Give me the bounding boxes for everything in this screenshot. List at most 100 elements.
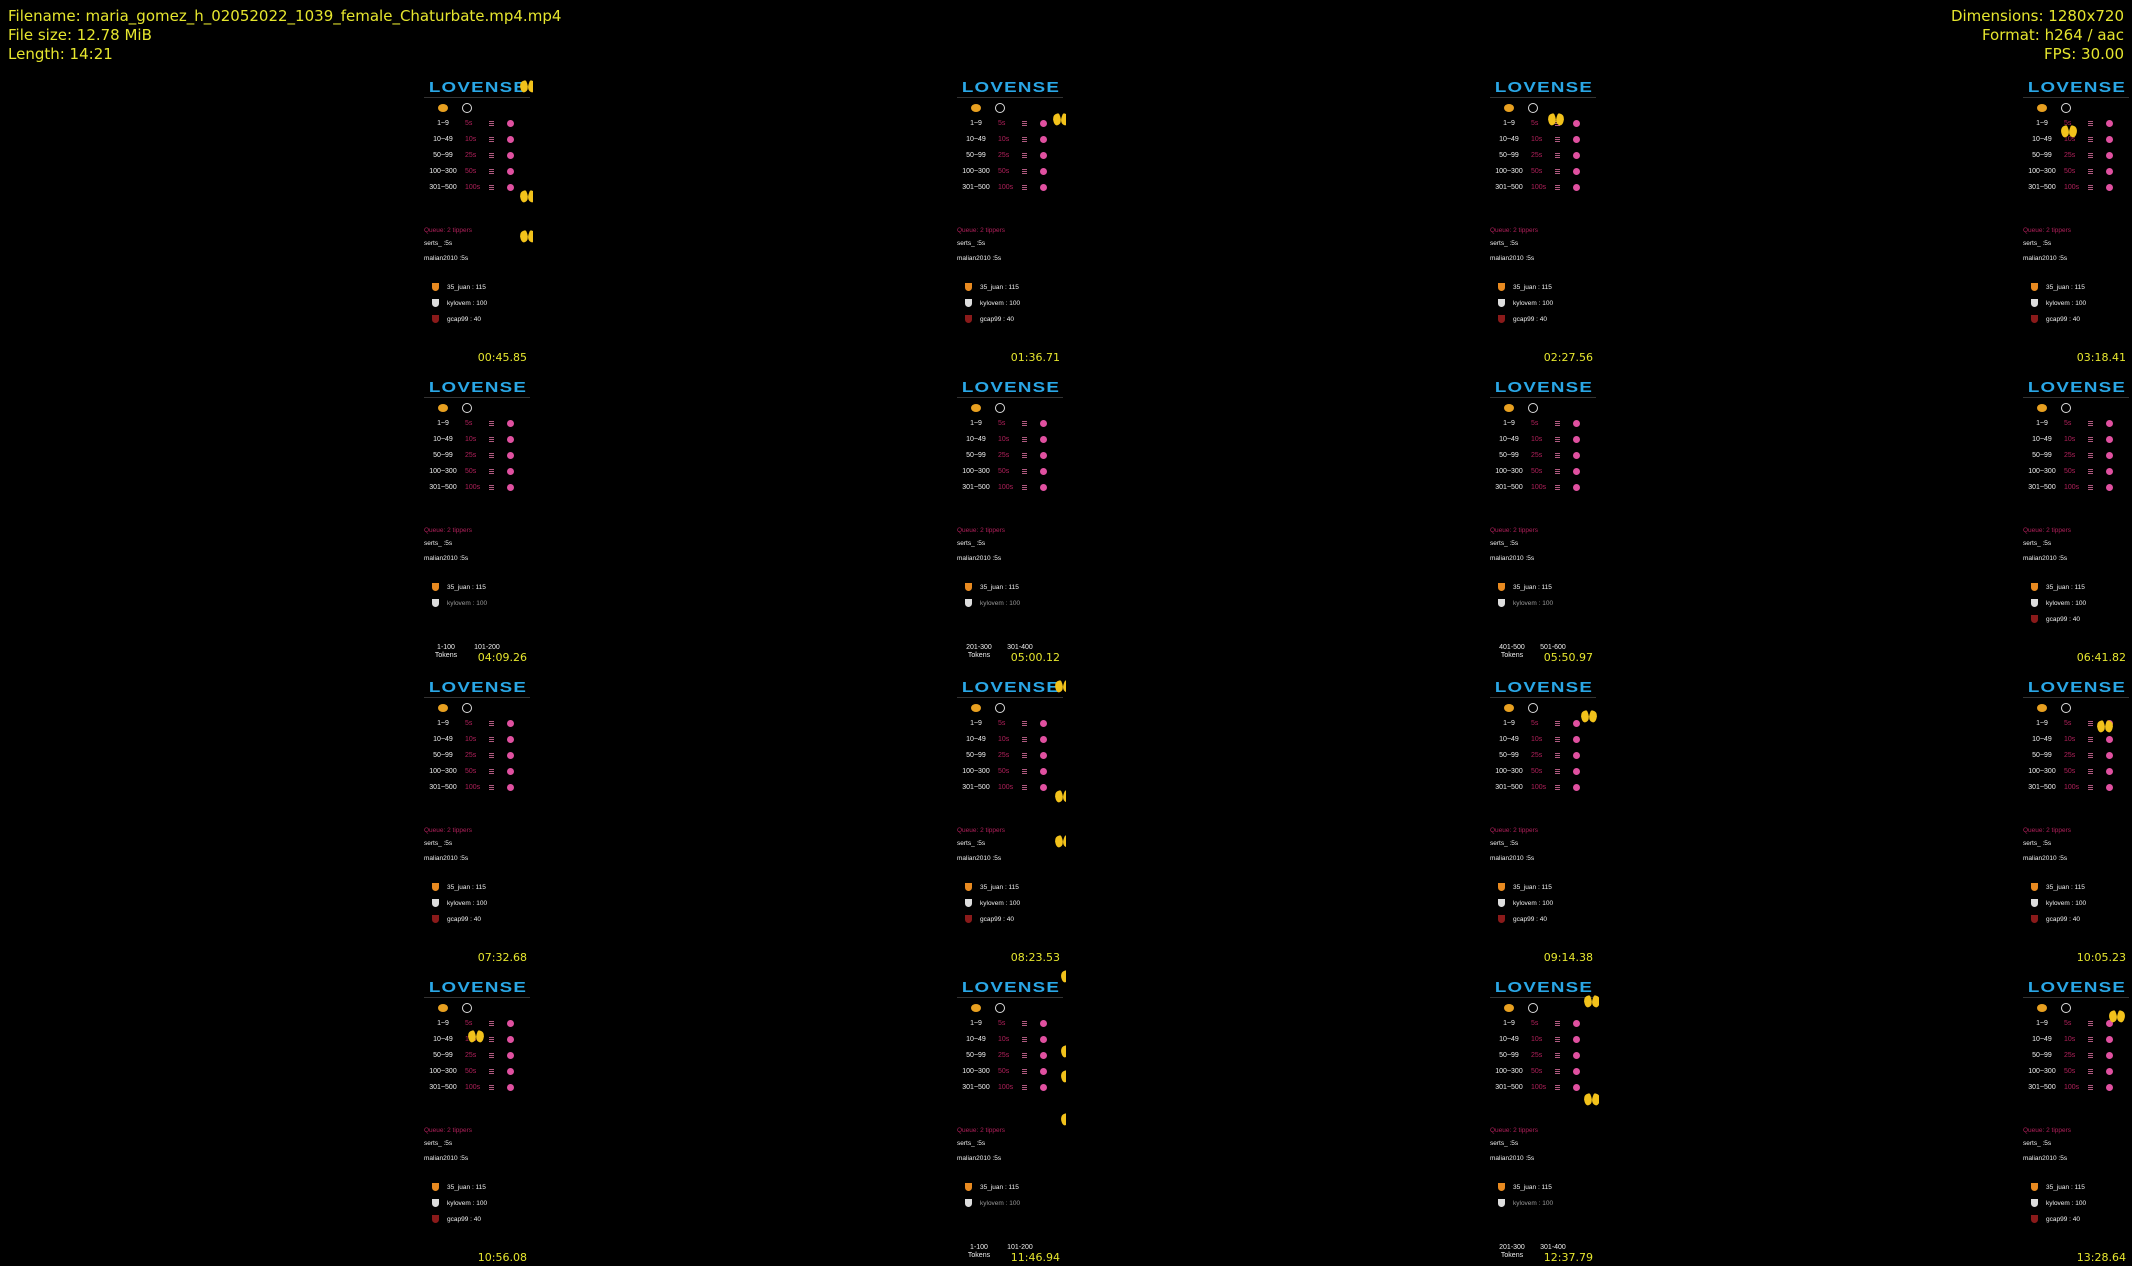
level-row: 301~500 100s <box>1486 1084 1596 1092</box>
coins-icon <box>2037 404 2047 412</box>
leaderboard-entry: 35_juan : 115 <box>1513 284 1552 291</box>
leaderboard-entry: gcap99 : 40 <box>447 1216 481 1223</box>
queue-title: Queue: 2 tippers <box>1490 527 1539 534</box>
video-thumbnail[interactable]: LOVENSE 1~9 5s 10~49 10s 50~99 25s 100~3… <box>0 366 533 666</box>
list-icon <box>2088 1053 2093 1059</box>
trophy-icon <box>965 583 972 591</box>
level-row: 301~500 100s <box>2019 784 2129 792</box>
leaderboard-entry: 35_juan : 115 <box>447 584 486 591</box>
coins-icon <box>1504 1004 1514 1012</box>
vibrate-icon <box>2106 1052 2113 1059</box>
clock-icon <box>2061 103 2071 113</box>
queue-item: malian2010 :5s <box>1490 555 1535 562</box>
divider <box>1490 997 1596 998</box>
list-icon <box>1555 185 1560 191</box>
level-range: 10~49 <box>966 136 986 143</box>
video-thumbnail[interactable]: LOVENSE 1~9 5s 10~49 10s 50~99 25s 100~3… <box>533 966 1066 1266</box>
level-duration: 10s <box>465 436 477 443</box>
list-icon <box>1022 1053 1027 1059</box>
butterfly-icon <box>2097 721 2113 733</box>
leaderboard-entry: kylovem : 100 <box>1513 600 1554 607</box>
video-thumbnail[interactable]: LOVENSE 1~9 5s 10~49 10s 50~99 25s 100~3… <box>0 66 533 366</box>
trophy-icon <box>432 1183 439 1191</box>
video-thumbnail[interactable]: LOVENSE 1~9 5s 10~49 10s 50~99 25s 100~3… <box>0 966 533 1266</box>
leaderboard-entry: kylovem : 100 <box>980 600 1021 607</box>
video-thumbnail[interactable]: LOVENSE 1~9 5s 10~49 10s 50~99 25s 100~3… <box>1599 666 2132 966</box>
video-thumbnail[interactable]: LOVENSE 1~9 5s 10~49 10s 50~99 25s 100~3… <box>1066 666 1599 966</box>
lovense-logo: LOVENSE <box>961 379 1061 396</box>
queue-item: serts_ :5s <box>2023 540 2052 547</box>
queue-item: malian2010 :5s <box>424 855 469 862</box>
video-thumbnail[interactable]: LOVENSE 1~9 5s 10~49 10s 50~99 25s 100~3… <box>1066 366 1599 666</box>
level-duration: 50s <box>998 768 1010 775</box>
list-icon <box>1022 453 1027 459</box>
video-thumbnail[interactable]: LOVENSE 1~9 5s 10~49 10s 50~99 25s 100~3… <box>533 366 1066 666</box>
level-range: 50~99 <box>966 152 986 159</box>
video-thumbnail[interactable]: LOVENSE 1~9 5s 10~49 10s 50~99 25s 100~3… <box>533 66 1066 366</box>
leaderboard-entry: gcap99 : 40 <box>447 316 481 323</box>
divider <box>2023 97 2129 98</box>
queue-item: serts_ :5s <box>1490 1140 1519 1147</box>
video-thumbnail[interactable]: LOVENSE 1~9 5s 10~49 10s 50~99 25s 100~3… <box>1599 966 2132 1266</box>
queue-title: Queue: 2 tippers <box>2023 227 2072 234</box>
list-icon <box>1022 169 1027 175</box>
vibrate-icon <box>1040 168 1047 175</box>
list-icon <box>2088 469 2093 475</box>
level-range: 1~9 <box>2036 120 2048 127</box>
video-thumbnail[interactable]: LOVENSE 1~9 5s 10~49 10s 50~99 25s 100~3… <box>1599 66 2132 366</box>
list-icon <box>1022 121 1027 127</box>
level-duration: 5s <box>2064 1020 2072 1027</box>
leaderboard-entry: 35_juan : 115 <box>980 584 1019 591</box>
video-thumbnail[interactable]: LOVENSE 1~9 5s 10~49 10s 50~99 25s 100~3… <box>1599 366 2132 666</box>
level-row: 1~9 5s <box>2019 120 2129 128</box>
butterfly-icon <box>520 191 533 203</box>
vibrate-icon <box>507 736 514 743</box>
queue-item: malian2010 :5s <box>2023 255 2068 262</box>
video-thumbnail[interactable]: LOVENSE 1~9 5s 10~49 10s 50~99 25s 100~3… <box>1066 66 1599 366</box>
video-thumbnail[interactable]: LOVENSE 1~9 5s 10~49 10s 50~99 25s 100~3… <box>533 666 1066 966</box>
level-duration: 50s <box>465 168 477 175</box>
vibrate-icon <box>1573 168 1580 175</box>
list-icon <box>489 469 494 475</box>
leaderboard-entry: 35_juan : 115 <box>980 884 1019 891</box>
divider <box>2023 397 2129 398</box>
vibrate-icon <box>1040 736 1047 743</box>
queue-item: malian2010 :5s <box>1490 255 1535 262</box>
level-range: 10~49 <box>433 436 453 443</box>
leaderboard-entry: 35_juan : 115 <box>2046 1184 2085 1191</box>
timestamp: 00:45.85 <box>477 351 527 364</box>
level-range: 10~49 <box>2032 136 2052 143</box>
level-duration: 5s <box>465 720 473 727</box>
trophy-icon <box>965 915 972 923</box>
lovense-panel: LOVENSE 1~9 5s 10~49 10s 50~99 25s 100~3… <box>2019 366 2132 666</box>
timestamp: 05:50.97 <box>1543 651 1593 664</box>
timestamp: 04:09.26 <box>477 651 527 664</box>
level-row: 100~300 50s <box>1486 168 1596 176</box>
leaderboard-entry: 35_juan : 115 <box>2046 884 2085 891</box>
vibrate-icon <box>507 1068 514 1075</box>
vibrate-icon <box>507 168 514 175</box>
token-tier-label: 1-100 Tokens <box>967 1244 991 1259</box>
leaderboard-entry: 35_juan : 115 <box>447 884 486 891</box>
coins-icon <box>1504 704 1514 712</box>
list-icon <box>489 1069 494 1075</box>
list-icon <box>2088 121 2093 127</box>
coins-icon <box>438 404 448 412</box>
list-icon <box>1022 185 1027 191</box>
vibrate-icon <box>1573 184 1580 191</box>
vibrate-icon <box>2106 1084 2113 1091</box>
video-thumbnail[interactable]: LOVENSE 1~9 5s 10~49 10s 50~99 25s 100~3… <box>1066 966 1599 1266</box>
video-thumbnail[interactable]: LOVENSE 1~9 5s 10~49 10s 50~99 25s 100~3… <box>0 666 533 966</box>
level-duration: 25s <box>1531 152 1543 159</box>
level-duration: 10s <box>998 436 1010 443</box>
trophy-icon <box>2031 283 2038 291</box>
divider <box>957 97 1063 98</box>
level-row: 50~99 25s <box>2019 752 2129 760</box>
level-duration: 50s <box>998 168 1010 175</box>
vibrate-icon <box>2106 420 2113 427</box>
trophy-icon <box>1498 1183 1505 1191</box>
lovense-logo: LOVENSE <box>961 979 1061 996</box>
timestamp: 05:00.12 <box>1010 651 1060 664</box>
list-icon <box>1555 1053 1560 1059</box>
vibrate-icon <box>1040 468 1047 475</box>
